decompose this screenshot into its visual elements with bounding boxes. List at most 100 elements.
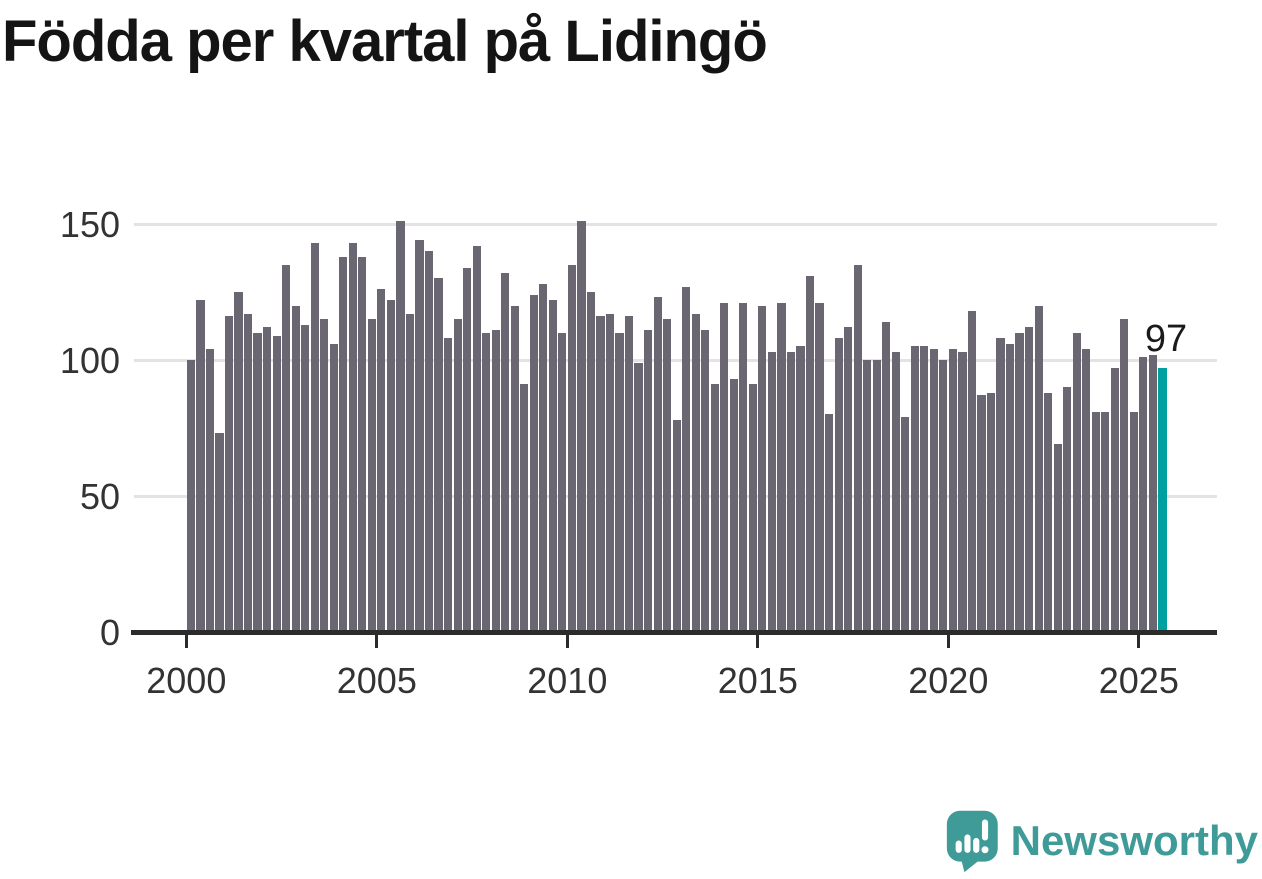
bar — [272, 335, 281, 634]
bar — [615, 332, 624, 634]
bar — [567, 264, 576, 634]
highlight-value-label: 97 — [1144, 318, 1188, 360]
bar — [196, 300, 205, 634]
bar — [577, 221, 586, 634]
bar — [901, 417, 910, 634]
bar — [329, 343, 338, 634]
bar — [977, 395, 986, 634]
bar — [539, 283, 548, 634]
bar — [853, 264, 862, 634]
bar — [1044, 392, 1053, 634]
bar — [434, 278, 443, 634]
bar — [786, 351, 796, 634]
bar — [805, 275, 815, 634]
highlight-bar — [1158, 368, 1167, 634]
x-tick-label-2020: 2020 — [908, 660, 989, 701]
y-tick-label: 50 — [79, 476, 120, 517]
bar — [377, 289, 386, 634]
bar — [453, 319, 462, 634]
bar — [529, 294, 538, 634]
bar — [1005, 343, 1015, 634]
bar — [339, 256, 348, 634]
bar — [186, 360, 195, 634]
bar — [291, 305, 300, 634]
bar — [605, 313, 615, 634]
y-tick-label: 0 — [99, 612, 120, 653]
bar — [967, 311, 977, 634]
bar — [348, 243, 357, 634]
chart-title: Födda per kvartal på Lidingö — [2, 9, 768, 74]
bar — [205, 349, 215, 634]
bar — [701, 330, 710, 634]
bar — [520, 384, 529, 634]
bar — [624, 316, 634, 634]
bar — [844, 327, 853, 634]
x-tick-2005 — [375, 635, 379, 648]
bar — [367, 319, 376, 634]
bar — [1063, 387, 1072, 634]
bar — [491, 330, 500, 634]
bar — [958, 351, 967, 634]
bar — [815, 302, 824, 634]
bar — [243, 313, 253, 634]
x-tick-2000 — [184, 635, 188, 648]
bar — [682, 286, 691, 634]
bar — [596, 316, 605, 634]
gridline-150 — [134, 222, 1217, 226]
bar — [729, 379, 738, 634]
bar — [739, 302, 748, 634]
bar — [282, 264, 291, 634]
bar — [1015, 332, 1024, 634]
bar — [215, 433, 224, 634]
x-tick-2025 — [1137, 635, 1141, 648]
bar — [234, 292, 243, 634]
bar — [310, 243, 319, 634]
bar — [910, 346, 919, 634]
x-tick-2010 — [565, 635, 569, 648]
bar — [443, 338, 453, 634]
bar — [948, 349, 957, 634]
bar — [1072, 332, 1081, 634]
bar — [463, 267, 472, 634]
bar — [1091, 411, 1100, 634]
bar — [253, 332, 262, 634]
bar — [1110, 368, 1119, 634]
bar — [634, 362, 643, 634]
bar — [501, 272, 510, 634]
newsworthy-logo-text: Newsworthy — [1010, 817, 1258, 864]
bar — [1139, 357, 1148, 634]
bar — [1082, 349, 1091, 634]
x-axis-line — [131, 630, 1217, 635]
bar — [510, 305, 519, 634]
y-tick-label: 150 — [59, 204, 120, 245]
bar — [1129, 411, 1138, 634]
bar — [415, 240, 424, 634]
bar — [872, 360, 881, 634]
bar — [891, 351, 900, 634]
bar — [558, 332, 567, 634]
bar — [863, 360, 872, 634]
bar — [929, 349, 938, 634]
bar — [653, 297, 662, 634]
bar — [824, 414, 834, 634]
x-tick-2015 — [756, 635, 760, 648]
bar — [882, 321, 891, 634]
bar — [748, 384, 757, 634]
bar — [301, 324, 310, 634]
bar — [1053, 444, 1062, 634]
bar — [663, 319, 672, 634]
bar — [796, 346, 805, 634]
gridline-100 — [134, 358, 1217, 362]
newsworthy-logo-icon — [946, 810, 998, 873]
x-tick-label-2015: 2015 — [717, 660, 798, 701]
bar — [224, 316, 234, 634]
y-tick-label: 100 — [59, 340, 120, 381]
bar — [1025, 327, 1034, 634]
x-tick-label-2000: 2000 — [146, 660, 227, 701]
bar — [405, 313, 415, 634]
bar — [424, 251, 434, 634]
x-tick-2020 — [946, 635, 950, 648]
bar — [1101, 411, 1110, 634]
x-tick-label-2025: 2025 — [1098, 660, 1179, 701]
bar — [939, 360, 948, 634]
